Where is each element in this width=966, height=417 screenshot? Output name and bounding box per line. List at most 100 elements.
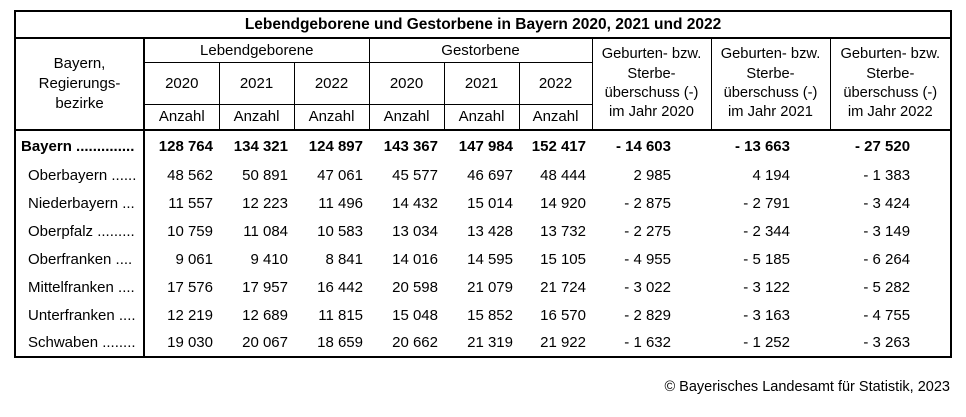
value-cell: - 1 252 — [743, 334, 790, 351]
value-cell: 20 067 — [242, 334, 288, 351]
value-cell: 15 852 — [467, 306, 513, 324]
row-label: Oberbayern ...... — [15, 161, 145, 189]
column-header-year: 2021 — [443, 61, 520, 105]
column-header-balance-2022: Geburten- bzw. Sterbe- überschuss (-) im… — [829, 37, 952, 131]
column-header-year: 2020 — [143, 61, 220, 105]
value-cell: 124 897 — [308, 137, 363, 155]
row-label: Bayern .............. — [15, 130, 145, 161]
header-row-years: 2020 2021 2022 2020 2021 2022 — [15, 61, 951, 105]
value-cell: 12 223 — [242, 194, 288, 212]
value-cell: 20 662 — [392, 334, 438, 351]
value-cell: 16 442 — [317, 278, 363, 296]
value-cell: - 6 264 — [863, 250, 911, 268]
value-cell: 2 985 — [633, 166, 671, 184]
column-header-unit: Anzahl — [218, 103, 295, 131]
table-row: Unterfranken .... 12 219 12 689 11 815 15 04… — [15, 301, 951, 329]
value-cell: 13 428 — [467, 222, 513, 240]
value-cell: - 3 149 — [863, 222, 911, 240]
value-cell: 13 034 — [392, 222, 438, 240]
value-cell: 17 576 — [167, 278, 213, 296]
table-row: Schwaben ........ 19 030 20 067 18 659 20 66… — [15, 329, 951, 357]
value-cell: 11 084 — [243, 222, 288, 240]
column-header-year: 2020 — [368, 61, 445, 105]
value-cell: - 2 829 — [624, 306, 671, 324]
births-deaths-table: Lebendgeborene und Gestorbene in Bayern … — [14, 10, 953, 358]
value-cell: 11 557 — [168, 194, 213, 212]
value-cell: 12 689 — [242, 306, 288, 324]
stub-header: Bayern, Regierungs- bezirke — [15, 38, 145, 131]
table-row: Oberfranken .... 9 061 9 410 8 841 14 016 14 … — [15, 245, 951, 273]
value-cell: - 3 122 — [743, 278, 790, 296]
value-cell: 21 724 — [540, 278, 586, 296]
value-cell: - 3 424 — [863, 194, 911, 212]
value-cell: 9 061 — [175, 250, 213, 268]
value-cell: 4 194 — [752, 166, 790, 184]
value-cell: 21 922 — [540, 334, 586, 351]
column-header-year: 2021 — [218, 61, 295, 105]
value-cell: - 5 282 — [863, 278, 911, 296]
value-cell: - 2 791 — [743, 194, 790, 212]
value-cell: - 5 185 — [743, 250, 790, 268]
table-row: Mittelfranken .... 17 576 17 957 16 442 20 5… — [15, 273, 951, 301]
value-cell: - 4 755 — [863, 306, 911, 324]
value-cell: - 3 163 — [743, 306, 790, 324]
row-label: Schwaben ........ — [15, 329, 145, 357]
value-cell: 18 659 — [317, 334, 363, 351]
header-row-groups: Bayern, Regierungs- bezirke Lebendgebore… — [15, 37, 952, 131]
value-cell: - 27 520 — [855, 137, 911, 155]
value-cell: - 2 344 — [743, 222, 790, 240]
value-cell: 45 577 — [392, 166, 438, 184]
column-header-year: 2022 — [518, 61, 593, 105]
value-cell: 9 410 — [250, 250, 288, 268]
table-row: Oberbayern ...... 48 562 50 891 47 061 45 57… — [15, 161, 951, 189]
value-cell: 15 014 — [467, 194, 513, 212]
value-cell: - 2 275 — [624, 222, 671, 240]
value-cell: 48 562 — [167, 166, 213, 184]
value-cell: 11 815 — [318, 306, 363, 324]
value-cell: 14 595 — [467, 250, 513, 268]
value-cell: 128 764 — [158, 137, 213, 155]
value-cell: 21 079 — [467, 278, 513, 296]
column-header-unit: Anzahl — [368, 103, 445, 131]
row-label: Oberpfalz ......... — [15, 217, 145, 245]
value-cell: 48 444 — [540, 166, 586, 184]
column-header-balance-2021: Geburten- bzw. Sterbe- überschuss (-) im… — [710, 37, 831, 131]
value-cell: 134 321 — [233, 137, 288, 155]
table-row: Niederbayern ... 11 557 12 223 11 496 14 432… — [15, 189, 951, 217]
value-cell: 19 030 — [167, 334, 213, 351]
value-cell: 11 496 — [318, 194, 363, 212]
row-label: Mittelfranken .... — [15, 273, 145, 301]
row-label: Oberfranken .... — [15, 245, 145, 273]
value-cell: 147 984 — [458, 137, 513, 155]
column-group-gestorbene: Gestorbene — [368, 37, 593, 63]
value-cell: - 3 263 — [863, 334, 911, 351]
value-cell: 14 432 — [392, 194, 438, 212]
column-header-unit: Anzahl — [143, 103, 220, 131]
copyright-note: © Bayerisches Landesamt für Statistik, 2… — [664, 379, 950, 395]
value-cell: 8 841 — [325, 250, 363, 268]
value-cell: 143 367 — [383, 137, 438, 155]
column-header-unit: Anzahl — [518, 103, 593, 131]
value-cell: 20 598 — [392, 278, 438, 296]
value-cell: 50 891 — [242, 166, 288, 184]
value-cell: - 14 603 — [615, 137, 671, 155]
value-cell: 13 732 — [540, 222, 586, 240]
value-cell: - 13 663 — [734, 137, 790, 155]
column-header-balance-2020: Geburten- bzw. Sterbe- überschuss (-) im… — [591, 37, 712, 131]
table-row: Oberpfalz ......... 10 759 11 084 10 583 13 … — [15, 217, 951, 245]
value-cell: 16 570 — [540, 306, 586, 324]
value-cell: 10 583 — [317, 222, 363, 240]
value-cell: 152 417 — [531, 137, 586, 155]
header-row-unit: Anzahl Anzahl Anzahl Anzahl Anzahl Anzah… — [15, 103, 951, 131]
title-row: Lebendgeborene und Gestorbene in Bayern … — [15, 11, 952, 39]
value-cell: 21 319 — [467, 334, 513, 351]
value-cell: - 1 632 — [624, 334, 671, 351]
value-cell: 15 105 — [540, 250, 586, 268]
value-cell: - 4 955 — [624, 250, 671, 268]
column-group-lebendgeborene: Lebendgeborene — [143, 37, 370, 63]
value-cell: 12 219 — [167, 306, 213, 324]
value-cell: 46 697 — [467, 166, 513, 184]
value-cell: - 3 022 — [624, 278, 671, 296]
value-cell: - 1 383 — [863, 166, 911, 184]
